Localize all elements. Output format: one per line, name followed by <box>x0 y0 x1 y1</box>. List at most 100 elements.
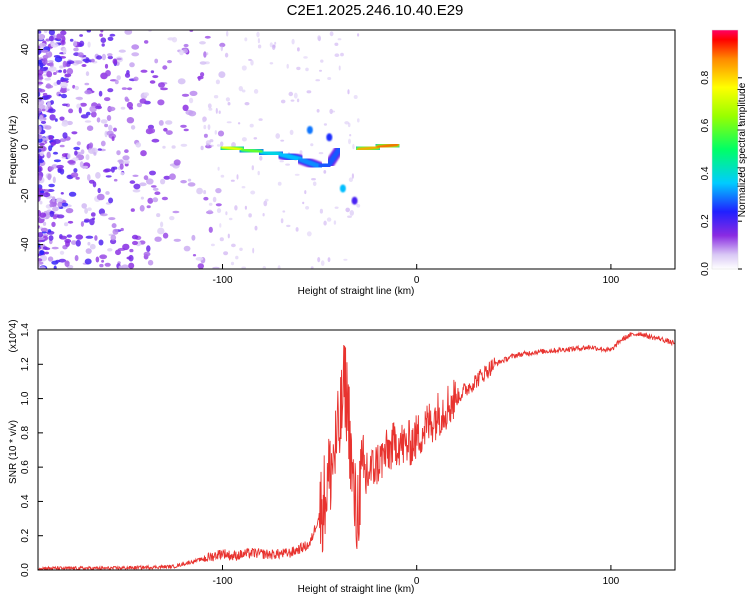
noise-blob <box>203 124 207 130</box>
noise-blob <box>227 102 231 106</box>
noise-blob <box>41 95 49 101</box>
noise-blob <box>100 213 108 217</box>
noise-blob <box>124 149 129 154</box>
noise-blob <box>52 206 59 212</box>
noise-blob <box>219 223 222 228</box>
noise-blob <box>38 33 45 41</box>
ridge-feature <box>351 196 358 205</box>
noise-blob <box>227 233 230 239</box>
noise-blob <box>115 249 121 256</box>
noise-blob <box>60 81 68 89</box>
noise-blob <box>167 37 175 41</box>
noise-blob <box>72 157 79 162</box>
spectrogram-panel: -100 0 100 -40 -20 0 20 40 Height of straight … <box>8 29 676 297</box>
noise-blob <box>71 240 77 246</box>
noise-blob <box>241 65 247 71</box>
noise-blob <box>323 170 327 174</box>
noise-blob <box>47 229 52 233</box>
noise-blob <box>42 246 48 250</box>
noise-blob <box>96 193 105 201</box>
noise-blob <box>48 235 54 241</box>
noise-blob <box>203 133 208 138</box>
noise-blob <box>122 155 130 161</box>
noise-blob <box>47 108 56 114</box>
noise-blob <box>254 225 258 231</box>
noise-blob <box>54 56 63 63</box>
noise-blob <box>74 85 80 91</box>
noise-blob <box>334 53 340 57</box>
noise-blob <box>85 71 90 77</box>
noise-blob <box>46 189 55 192</box>
noise-blob <box>38 81 44 85</box>
noise-blob <box>146 205 151 209</box>
colorbar-tick-label: 0.0 <box>700 262 711 276</box>
noise-blob <box>235 255 239 260</box>
noise-blob <box>76 141 81 146</box>
noise-blob <box>143 92 149 97</box>
noise-blob <box>167 60 172 64</box>
noise-blob <box>105 70 111 77</box>
noise-blob <box>75 239 81 247</box>
noise-blob <box>215 79 220 85</box>
noise-blob <box>73 168 78 173</box>
noise-blob <box>316 109 320 113</box>
noise-blob <box>162 65 168 70</box>
noise-blob <box>223 251 229 256</box>
noise-blob <box>199 61 207 65</box>
noise-blob <box>252 247 255 254</box>
noise-blob <box>154 58 159 64</box>
noise-blob <box>311 178 316 181</box>
noise-blob <box>333 220 337 225</box>
spectrogram-y-tick-label: -20 <box>20 188 31 203</box>
noise-blob <box>107 88 114 93</box>
snr-y-tick-label: 0.4 <box>20 494 31 508</box>
noise-blob <box>55 259 61 263</box>
snr-y-tick-label: 0.0 <box>20 563 31 577</box>
noise-blob <box>39 250 45 256</box>
noise-blob <box>294 173 300 176</box>
noise-blob <box>248 58 252 61</box>
noise-blob <box>215 188 222 194</box>
noise-blob <box>111 136 115 142</box>
noise-blob <box>202 118 205 123</box>
noise-blob <box>183 43 189 48</box>
noise-blob <box>215 203 222 207</box>
noise-blob <box>357 33 360 37</box>
noise-blob <box>132 240 138 246</box>
noise-blob <box>187 182 196 187</box>
noise-blob <box>334 206 339 209</box>
snr-line-layer <box>38 331 675 570</box>
noise-blob <box>139 205 145 212</box>
noise-blob <box>131 44 140 50</box>
noise-blob <box>49 210 55 218</box>
noise-blob <box>84 90 93 95</box>
noise-blob <box>253 137 258 140</box>
noise-blob <box>172 210 180 214</box>
noise-blob <box>212 266 220 269</box>
noise-blob <box>83 220 90 223</box>
noise-blob <box>315 79 321 82</box>
ridge-segment <box>240 148 263 154</box>
noise-blob <box>149 170 156 176</box>
noise-blob <box>327 77 332 80</box>
noise-blob <box>317 257 321 263</box>
noise-blob <box>73 146 81 151</box>
noise-blob <box>79 34 83 37</box>
noise-blob <box>75 176 80 180</box>
noise-blob <box>95 105 102 110</box>
noise-blob <box>75 234 84 240</box>
noise-blob <box>351 173 354 179</box>
noise-blob <box>66 234 73 238</box>
noise-blob <box>348 177 353 182</box>
noise-blob <box>84 120 92 123</box>
noise-blob <box>291 38 295 45</box>
noise-blob <box>219 42 226 48</box>
noise-blob <box>124 72 131 78</box>
noise-blob <box>60 192 64 195</box>
noise-blob <box>237 122 241 125</box>
noise-blob <box>90 111 97 118</box>
noise-blob <box>157 227 165 235</box>
noise-blob <box>67 153 71 159</box>
noise-blob <box>139 182 147 187</box>
noise-blob <box>305 206 310 210</box>
